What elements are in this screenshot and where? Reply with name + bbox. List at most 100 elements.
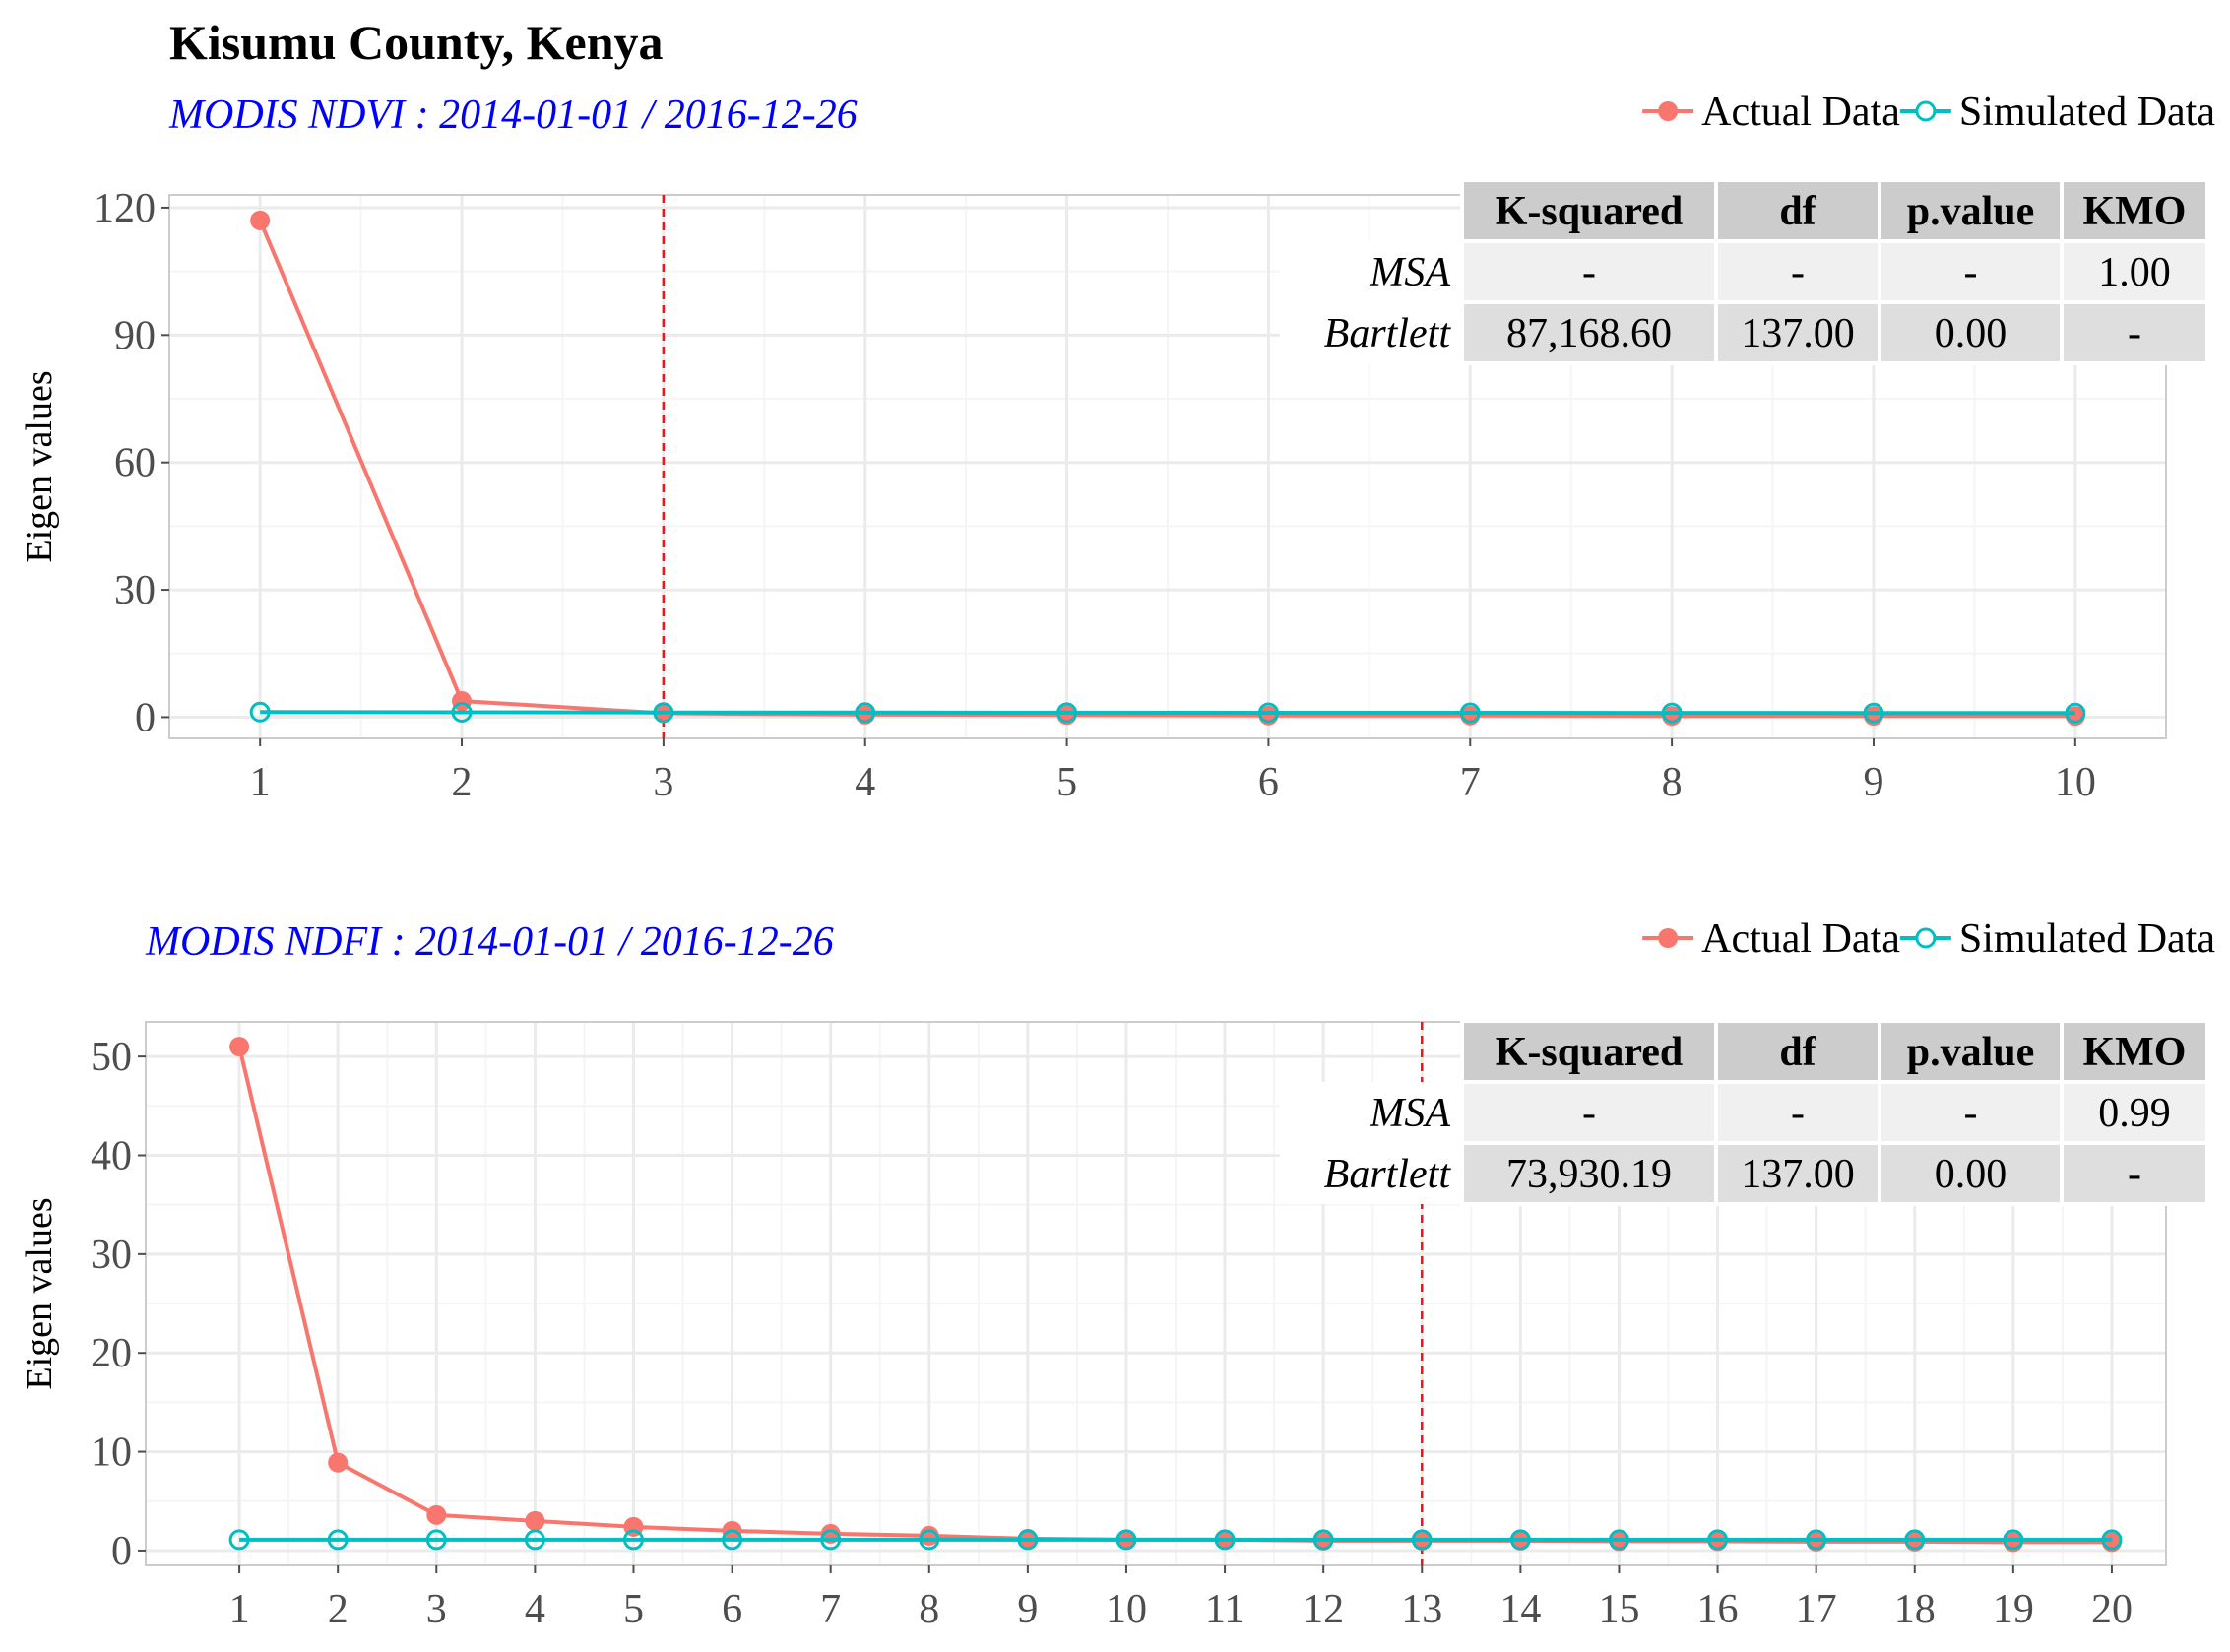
point-simulated [327, 1529, 349, 1551]
legend: Simulated Data Actual Data [1642, 90, 2215, 135]
point-simulated [1707, 1529, 1729, 1551]
table-row-label: Bartlett [1324, 311, 1452, 356]
x-tick-label: 7 [820, 1587, 841, 1632]
legend-label-simulated: Simulated Data [1959, 917, 2215, 962]
table-cell-value: - [2128, 1152, 2141, 1197]
point-simulated [451, 701, 473, 723]
stats-table: K-squared df p.value KMO MSA - - - 1.00 Bartlett 8… [1280, 178, 2209, 365]
point-simulated [1056, 702, 1078, 724]
x-tick-label: 12 [1303, 1587, 1344, 1632]
x-tick-label: 7 [1460, 760, 1481, 805]
table-cell [2060, 239, 2209, 304]
table-cell-value: 73,930.19 [1506, 1152, 1672, 1197]
y-tick-label: 120 [94, 186, 156, 231]
table-cell-value: 87,168.60 [1506, 311, 1672, 356]
table-cell [1878, 1080, 2064, 1145]
x-tick-label: 18 [1894, 1587, 1936, 1632]
point-simulated [2065, 702, 2086, 724]
table-cell-value: - [1582, 250, 1596, 295]
table-cell-value: 1.00 [2098, 250, 2171, 295]
point-simulated [1904, 1529, 1926, 1551]
table-cell-value: 137.00 [1741, 1152, 1855, 1197]
y-axis-label: Eigen values [19, 370, 60, 562]
x-tick-label: 1 [250, 760, 271, 805]
point-simulated [855, 702, 876, 724]
legend-key-marker-actual [1658, 101, 1679, 121]
table-header-label: df [1779, 1030, 1816, 1075]
table-header-label: K-squared [1496, 1030, 1684, 1075]
table-header-cell [2060, 1019, 2209, 1084]
series-line-actual [258, 220, 2075, 719]
table-cell [2060, 300, 2209, 365]
series-line-simulated [260, 710, 2075, 716]
y-tick-label: 10 [91, 1430, 132, 1476]
y-tick-label: 60 [114, 441, 156, 486]
point-actual [525, 1510, 545, 1531]
point-simulated [1411, 1529, 1433, 1551]
x-tick-label: 20 [2091, 1587, 2133, 1632]
x-tick-label: 1 [229, 1587, 250, 1632]
table-header-label: p.value [1907, 189, 2035, 234]
table-cell-value: - [1791, 1091, 1805, 1136]
x-tick-label: 16 [1697, 1587, 1739, 1632]
legend-label-actual: Actual Data [1701, 917, 1900, 962]
chart-2: MODIS NDFI : 2014-01-01 / 2016-12-26 Simu… [19, 917, 2215, 1632]
point-simulated [1806, 1529, 1827, 1551]
x-tick-label: 11 [1205, 1587, 1244, 1632]
point-simulated [1608, 1529, 1629, 1551]
y-tick-label: 0 [135, 695, 156, 740]
table-cell-value: 137.00 [1741, 311, 1855, 356]
point-actual [229, 1037, 250, 1057]
y-axis-label: Eigen values [19, 1197, 60, 1389]
table-cell-value: - [2128, 311, 2141, 356]
y-tick-label: 30 [114, 568, 156, 613]
legend-label-actual: Actual Data [1701, 90, 1900, 135]
point-simulated [1863, 702, 1884, 724]
y-tick-label: 30 [91, 1233, 132, 1278]
point-actual [250, 210, 271, 230]
point-simulated [2101, 1529, 2123, 1551]
table-label-backdrop [1280, 241, 1462, 363]
point-simulated [425, 1529, 447, 1551]
point-simulated [1017, 1529, 1039, 1551]
x-tick-label: 2 [452, 760, 473, 805]
point-actual [426, 1504, 447, 1525]
table-cell-value: 0.00 [1935, 1152, 2007, 1197]
point-simulated [1509, 1529, 1531, 1551]
x-tick-label: 8 [1662, 760, 1683, 805]
table-cell-value: 0.00 [1935, 311, 2007, 356]
x-tick-label: 9 [1017, 1587, 1038, 1632]
x-tick-label: 5 [1056, 760, 1077, 805]
x-tick-label: 19 [1993, 1587, 2034, 1632]
point-simulated [820, 1529, 842, 1551]
legend-key-marker-simulated [1915, 100, 1937, 122]
x-tick-label: 4 [855, 760, 875, 805]
chart-subtitle: MODIS NDFI : 2014-01-01 / 2016-12-26 [145, 920, 834, 965]
x-tick-label: 10 [2055, 760, 2096, 805]
table-cell [1714, 300, 1881, 365]
point-simulated [722, 1529, 743, 1551]
x-tick-label: 3 [653, 760, 673, 805]
x-tick-label: 3 [426, 1587, 447, 1632]
y-tick-label: 20 [91, 1331, 132, 1376]
point-simulated [249, 701, 271, 723]
point-simulated [1459, 702, 1481, 724]
x-tick-label: 14 [1499, 1587, 1541, 1632]
table-header-label: K-squared [1496, 189, 1684, 234]
x-tick-label: 17 [1796, 1587, 1837, 1632]
x-tick-label: 9 [1863, 760, 1883, 805]
table-header-label: df [1779, 189, 1816, 234]
y-tick-label: 0 [111, 1529, 132, 1574]
point-simulated [622, 1529, 644, 1551]
x-tick-label: 15 [1598, 1587, 1639, 1632]
stats-table: K-squared df p.value KMO MSA - - - 0.99 Bartlett 7… [1280, 1019, 2209, 1206]
x-tick-label: 4 [525, 1587, 545, 1632]
table-cell [1460, 1080, 1718, 1145]
point-simulated [2003, 1529, 2024, 1551]
table-header-label: KMO [2083, 1030, 2187, 1075]
x-tick-label: 10 [1106, 1587, 1147, 1632]
legend-key-marker-actual [1658, 928, 1679, 948]
y-tick-label: 40 [91, 1133, 132, 1178]
